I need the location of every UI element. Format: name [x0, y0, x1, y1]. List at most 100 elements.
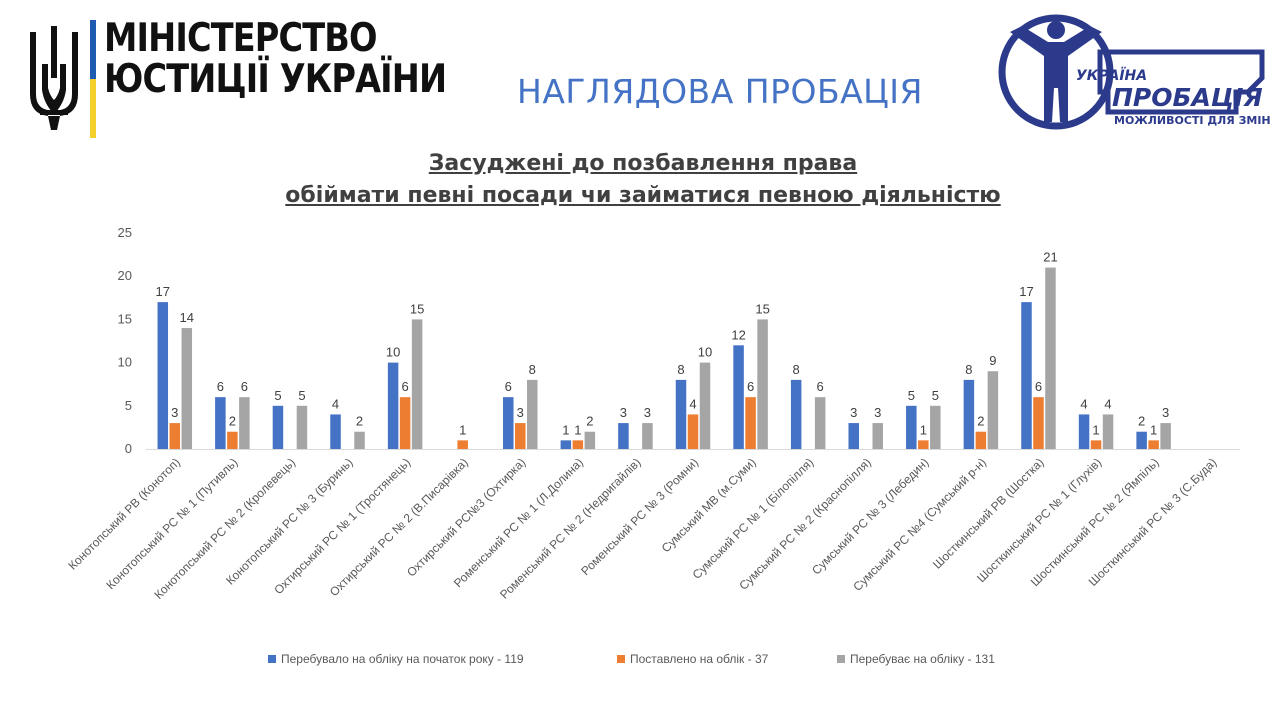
y-tick-label: 0 — [125, 441, 132, 456]
data-label: 8 — [677, 362, 684, 377]
key-shape — [1097, 49, 1265, 115]
legend-item-start-of-year: Перебувало на обліку на початок року - 1… — [268, 652, 524, 666]
bar — [918, 440, 929, 449]
bar — [272, 405, 284, 449]
data-label: 8 — [965, 362, 972, 377]
bar — [963, 379, 975, 449]
bar — [227, 431, 238, 449]
bar — [572, 440, 584, 449]
data-label: 4 — [1080, 396, 1087, 411]
ministry-name: МІНІСТЕРСТВО ЮСТИЦІЇ УКРАЇНИ — [104, 16, 447, 102]
bar — [1078, 414, 1090, 449]
bar — [1136, 431, 1147, 449]
bar — [906, 405, 917, 449]
bar — [848, 423, 859, 449]
data-label: 8 — [529, 362, 536, 377]
legend-label: Перебуває на обліку - 131 — [850, 652, 995, 666]
data-label: 15 — [410, 301, 424, 316]
bar — [399, 397, 411, 449]
trident-icon — [30, 26, 78, 130]
bar — [527, 379, 538, 449]
x-tick-label: Шосткинський РВ (Шостка) — [930, 455, 1046, 571]
bar — [1021, 302, 1032, 449]
legend-item-current: Перебуває на обліку - 131 — [837, 652, 995, 666]
bar — [354, 431, 365, 449]
y-tick-label: 20 — [118, 268, 132, 283]
logo-text-main: ПРОБАЦІЯ — [1112, 83, 1263, 112]
bar — [1045, 267, 1056, 449]
bar — [699, 362, 711, 449]
x-tick-label: Охтирський РС№3 (Охтирка) — [404, 455, 528, 579]
bar — [687, 414, 699, 449]
bar — [930, 405, 941, 449]
data-label: 21 — [1043, 250, 1057, 265]
data-label: 2 — [229, 414, 236, 429]
bar — [560, 440, 572, 449]
bar — [387, 362, 399, 449]
x-tick-label: Роменський РС № 3 (Ромни) — [578, 455, 701, 578]
data-label: 14 — [180, 310, 194, 325]
y-tick-label: 15 — [118, 311, 132, 326]
bar — [642, 423, 653, 449]
data-label: 5 — [908, 388, 915, 403]
x-tick-label: Конотопський РВ (Конотоп) — [65, 455, 182, 572]
data-label: 2 — [977, 414, 984, 429]
logo-text-top: УКРАЇНА — [1076, 67, 1147, 84]
x-tick-label: Шосткинський РС № 1 (Глухів) — [974, 455, 1104, 585]
data-label: 4 — [1104, 396, 1111, 411]
bar — [757, 319, 768, 449]
data-label: 8 — [793, 362, 800, 377]
y-tick-label: 10 — [118, 355, 132, 370]
bar — [975, 431, 987, 449]
bar — [1033, 397, 1044, 449]
data-label: 5 — [932, 388, 939, 403]
bar — [411, 319, 423, 449]
bar — [239, 397, 250, 449]
data-label: 6 — [241, 379, 248, 394]
data-label: 4 — [689, 396, 696, 411]
bar — [675, 379, 687, 449]
data-label: 4 — [332, 396, 339, 411]
legend-swatch — [837, 655, 845, 663]
chart-title: Засуджені до позбавлення права обіймати … — [130, 148, 1156, 212]
bar — [618, 423, 629, 449]
data-label: 1 — [1150, 422, 1157, 437]
x-tick-label: Шосткинський РС № 3 (С.Буда) — [1086, 455, 1220, 589]
ministry-name-line2: ЮСТИЦІЇ УКРАЇНИ — [104, 57, 447, 102]
legend-label: Перебувало на обліку на початок року - 1… — [281, 652, 524, 666]
data-label: 6 — [817, 379, 824, 394]
ministry-name-line1: МІНІСТЕРСТВО — [104, 16, 378, 61]
x-tick-label: Сумський МВ (м.Суми) — [659, 455, 759, 555]
bar — [745, 397, 756, 449]
data-label: 6 — [747, 379, 754, 394]
bar — [1102, 414, 1114, 449]
flag-yellow-stripe — [90, 79, 96, 138]
page-heading: НАГЛЯДОВА ПРОБАЦІЯ — [517, 72, 923, 111]
bar — [330, 414, 341, 449]
flag-blue-stripe — [90, 20, 96, 79]
bar — [987, 371, 999, 449]
bar — [157, 302, 169, 449]
data-label: 3 — [1162, 405, 1169, 420]
data-label: 5 — [298, 388, 305, 403]
data-label: 6 — [505, 379, 512, 394]
data-label: 12 — [731, 327, 745, 342]
data-label: 2 — [356, 414, 363, 429]
data-label: 1 — [562, 422, 569, 437]
data-label: 3 — [850, 405, 857, 420]
data-label: 1 — [459, 422, 466, 437]
legend-swatch — [617, 655, 625, 663]
bar — [457, 440, 468, 449]
data-label: 3 — [644, 405, 651, 420]
x-tick-label: Сумський РС № 1 (Білопілля) — [690, 455, 817, 582]
probation-figure-icon — [998, 14, 1114, 130]
bar — [515, 423, 526, 449]
data-label: 3 — [517, 405, 524, 420]
bar — [872, 423, 883, 449]
bar — [503, 397, 514, 449]
chart-title-line1: Засуджені до позбавлення права — [428, 151, 858, 176]
data-label: 3 — [620, 405, 627, 420]
bar — [1160, 423, 1171, 449]
data-label: 9 — [989, 353, 996, 368]
